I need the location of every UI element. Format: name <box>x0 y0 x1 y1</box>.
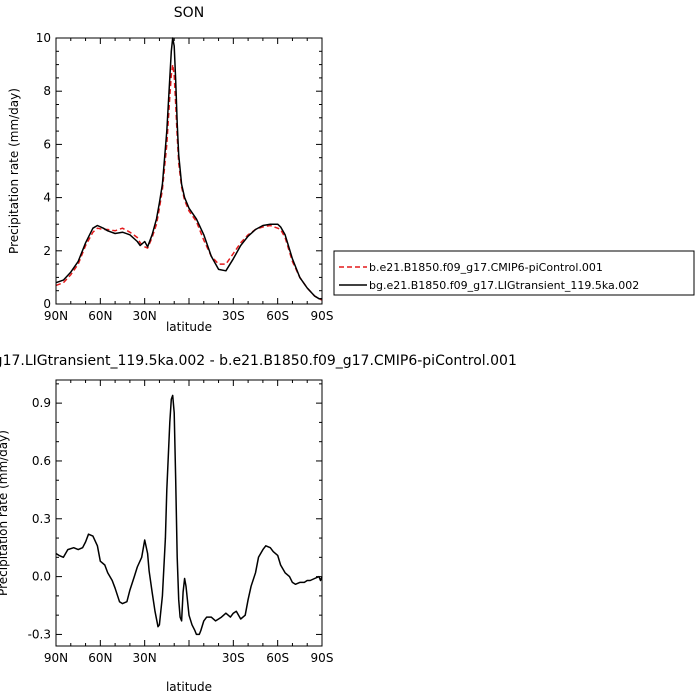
bottom-plot-frame <box>55 379 323 647</box>
bottom-x-tick-label: 90S <box>311 651 334 665</box>
top-x-tick-label: 30S <box>222 309 245 323</box>
bottom-y-tick-label: 0.6 <box>32 454 51 468</box>
top-axis-ticks <box>55 37 323 305</box>
bottom-y-tick-label: -0.3 <box>28 627 51 641</box>
top-x-tick-label: 30N <box>133 309 157 323</box>
top-x-tick-label: 60S <box>266 309 289 323</box>
top-x-tick-labels: 90N 60N 30N 30S 60S 90S <box>44 309 334 323</box>
bottom-series-group <box>55 394 323 636</box>
legend-box <box>333 250 695 296</box>
top-plot-frame <box>55 37 323 305</box>
top-y-tick-label: 4 <box>43 191 51 205</box>
bottom-x-axis-title: latitude <box>166 680 212 694</box>
top-x-tick-label: 60N <box>88 309 112 323</box>
bottom-y-tick-label: 0.9 <box>32 396 51 410</box>
bottom-y-tick-label: 0.0 <box>32 570 51 584</box>
bottom-axis-ticks <box>55 380 323 646</box>
top-y-tick-label: 6 <box>43 137 51 151</box>
bottom-y-tick-labels: -0.3 0.0 0.3 0.6 0.9 <box>28 396 51 641</box>
bottom-y-axis-title: Precipitation rate (mm/day) <box>0 430 10 596</box>
bottom-x-tick-label: 30N <box>133 651 157 665</box>
top-y-tick-label: 0 <box>43 297 51 311</box>
top-plot-title: SON <box>174 5 204 21</box>
bottom-x-tick-label: 60N <box>88 651 112 665</box>
top-series-line-0 <box>55 63 323 301</box>
top-y-tick-label: 2 <box>43 244 51 258</box>
bottom-y-tick-label: 0.3 <box>32 512 51 526</box>
top-x-tick-label: 90S <box>311 309 334 323</box>
top-x-tick-label: 90N <box>44 309 68 323</box>
bottom-plot-title: bg.e21.B1850.f09_g17.LIGtransient_119.5k… <box>0 353 517 369</box>
legend-label-ligtransient: bg.e21.B1850.f09_g17.LIGtransient_119.5k… <box>369 279 639 292</box>
bottom-series-line-0 <box>55 394 323 636</box>
top-x-axis-title: latitude <box>166 320 212 334</box>
top-y-axis-title: Precipitation rate (mm/day) <box>7 88 21 254</box>
top-y-tick-label: 10 <box>36 31 51 45</box>
bottom-x-tick-label: 90N <box>44 651 68 665</box>
bottom-panel: bg.e21.B1850.f09_g17.LIGtransient_119.5k… <box>0 353 517 694</box>
top-series-line-1 <box>55 37 322 300</box>
top-y-tick-label: 8 <box>43 84 51 98</box>
top-legend: b.e21.B1850.f09_g17.CMIP6-piControl.001 … <box>333 250 695 296</box>
bottom-x-tick-label: 60S <box>266 651 289 665</box>
top-y-tick-labels: 0 2 4 6 8 10 <box>36 31 51 311</box>
bottom-x-tick-labels: 90N 60N 30N 30S 60S 90S <box>44 651 334 665</box>
top-series-group <box>55 37 323 301</box>
legend-label-picontrol: b.e21.B1850.f09_g17.CMIP6-piControl.001 <box>369 261 603 274</box>
bottom-x-tick-label: 30S <box>222 651 245 665</box>
